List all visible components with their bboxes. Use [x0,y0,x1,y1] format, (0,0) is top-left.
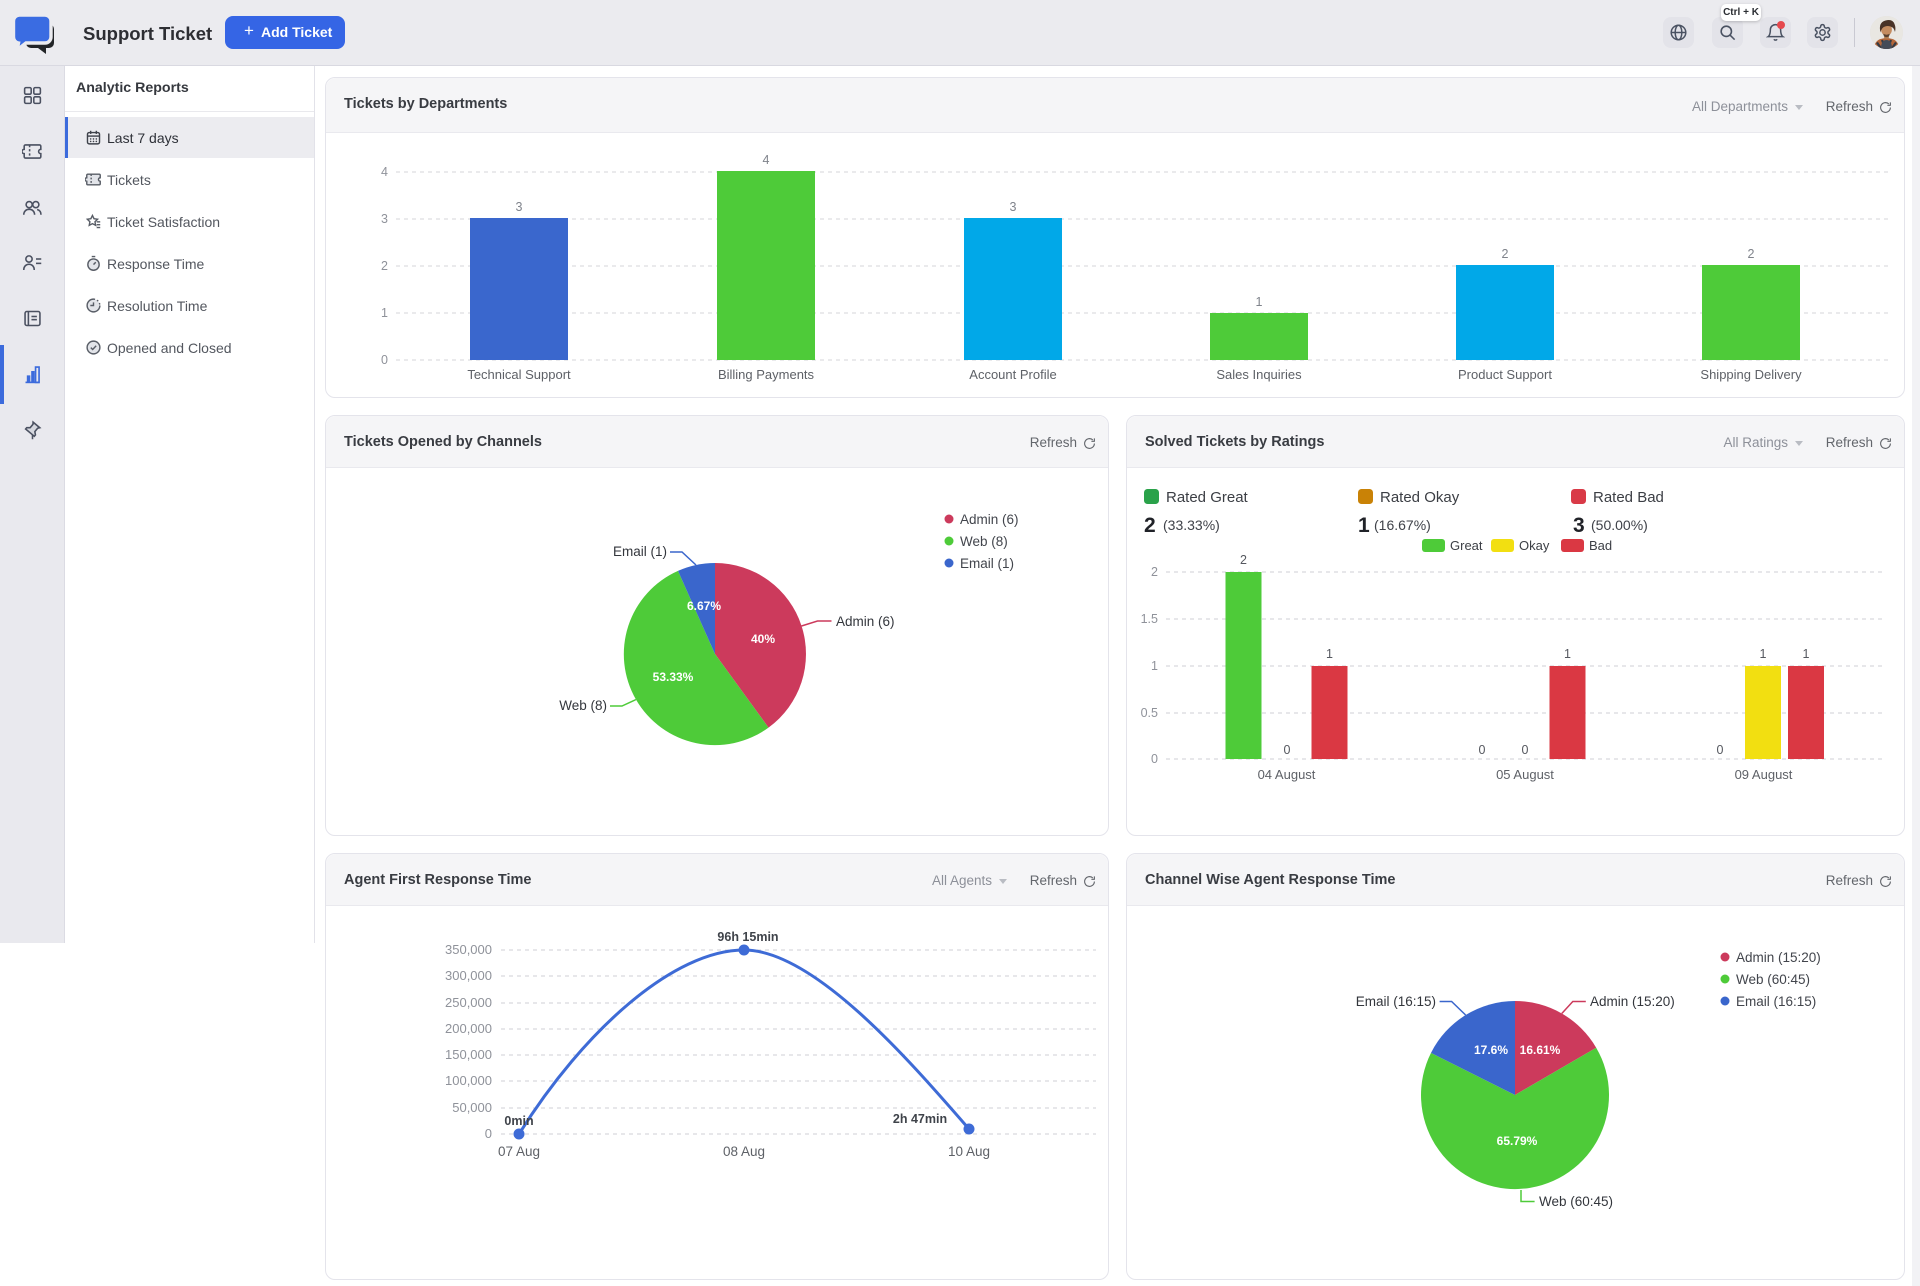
svg-text:Admin (15:20): Admin (15:20) [1736,950,1821,965]
svg-text:Email (1): Email (1) [613,544,667,559]
svg-text:07 Aug: 07 Aug [498,1144,540,1159]
svg-text:4: 4 [381,165,388,179]
svg-text:(33.33%): (33.33%) [1163,517,1220,533]
svg-text:Web (60:45): Web (60:45) [1736,972,1810,987]
svg-text:1: 1 [1256,295,1263,309]
svg-text:(50.00%): (50.00%) [1591,517,1648,533]
svg-text:10 Aug: 10 Aug [948,1144,990,1159]
svg-text:1.5: 1.5 [1141,612,1158,626]
svg-text:3: 3 [381,212,388,226]
svg-text:0min: 0min [504,1114,533,1128]
svg-text:96h 15min: 96h 15min [717,930,778,944]
svg-text:2: 2 [1240,553,1247,567]
svg-text:Account Profile: Account Profile [969,367,1056,382]
svg-text:0: 0 [485,1126,492,1141]
svg-text:2: 2 [1748,247,1755,261]
svg-text:65.79%: 65.79% [1497,1134,1538,1148]
svg-text:Email (1): Email (1) [960,556,1014,571]
svg-text:100,000: 100,000 [445,1073,492,1088]
svg-text:1: 1 [1564,647,1571,661]
svg-text:0: 0 [1479,743,1486,757]
svg-text:1: 1 [1803,647,1810,661]
svg-text:Web (8): Web (8) [559,698,607,713]
svg-text:Okay: Okay [1519,538,1550,553]
svg-text:1: 1 [1358,514,1370,537]
svg-text:53.33%: 53.33% [653,670,694,684]
svg-text:2: 2 [1144,514,1156,537]
svg-text:17.6%: 17.6% [1474,1043,1508,1057]
svg-text:2h 47min: 2h 47min [893,1112,947,1126]
svg-text:0: 0 [1284,743,1291,757]
svg-text:05 August: 05 August [1496,767,1554,782]
svg-text:Product Support: Product Support [1458,367,1552,382]
svg-text:(16.67%): (16.67%) [1374,517,1431,533]
svg-text:Email (16:15): Email (16:15) [1356,994,1436,1009]
svg-text:1: 1 [1151,659,1158,673]
svg-text:Bad: Bad [1589,538,1612,553]
svg-text:6.67%: 6.67% [687,599,721,613]
svg-text:Rated Great: Rated Great [1166,489,1249,506]
svg-text:Web (60:45): Web (60:45) [1539,1194,1613,1209]
svg-text:200,000: 200,000 [445,1021,492,1036]
svg-text:3: 3 [516,200,523,214]
svg-text:Shipping Delivery: Shipping Delivery [1700,367,1802,382]
svg-text:4: 4 [763,153,770,167]
svg-text:1: 1 [381,306,388,320]
svg-text:150,000: 150,000 [445,1047,492,1062]
svg-text:1: 1 [1760,647,1767,661]
svg-text:04 August: 04 August [1258,767,1316,782]
svg-text:Great: Great [1450,538,1483,553]
svg-text:2: 2 [1151,565,1158,579]
svg-text:Sales Inquiries: Sales Inquiries [1216,367,1302,382]
svg-text:0: 0 [381,353,388,367]
svg-text:16.61%: 16.61% [1520,1043,1561,1057]
svg-text:250,000: 250,000 [445,995,492,1010]
svg-text:Admin (15:20): Admin (15:20) [1590,994,1675,1009]
svg-text:2: 2 [381,259,388,273]
svg-text:Admin (6): Admin (6) [960,512,1019,527]
svg-text:0: 0 [1151,752,1158,766]
svg-text:40%: 40% [751,632,775,646]
svg-text:Billing Payments: Billing Payments [718,367,815,382]
svg-text:2: 2 [1502,247,1509,261]
svg-text:Email (16:15): Email (16:15) [1736,994,1816,1009]
svg-text:350,000: 350,000 [445,942,492,957]
svg-text:3: 3 [1573,514,1585,537]
svg-text:0.5: 0.5 [1141,706,1158,720]
svg-text:300,000: 300,000 [445,968,492,983]
svg-text:Rated Okay: Rated Okay [1380,489,1460,506]
svg-text:50,000: 50,000 [452,1100,492,1115]
svg-text:Rated Bad: Rated Bad [1593,489,1664,506]
svg-text:1: 1 [1326,647,1333,661]
svg-text:Admin (6): Admin (6) [836,614,895,629]
svg-text:3: 3 [1010,200,1017,214]
svg-text:09 August: 09 August [1735,767,1793,782]
svg-text:08 Aug: 08 Aug [723,1144,765,1159]
svg-text:Web (8): Web (8) [960,534,1008,549]
svg-text:0: 0 [1522,743,1529,757]
svg-text:0: 0 [1717,743,1724,757]
svg-text:Technical Support: Technical Support [467,367,571,382]
